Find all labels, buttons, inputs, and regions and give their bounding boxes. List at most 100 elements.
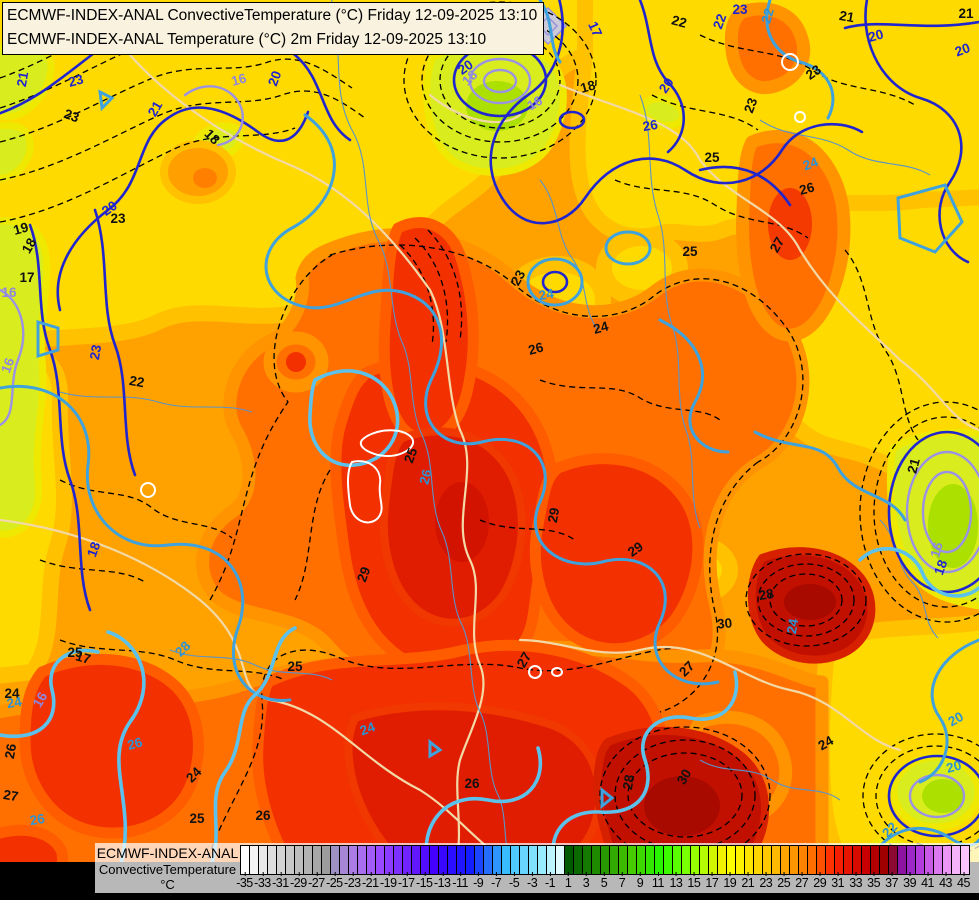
contour-label: 24 [592,318,611,337]
legend-ticks: -35 -33 -31 -29 -27 -25 -23 -21 -19 -17 -15 -13 -11-… [236,872,970,893]
legend-color-cell [871,846,880,874]
legend-colorbar [240,845,970,875]
legend-color-cell [466,846,475,874]
legend-color-cell [421,846,430,874]
contour-labels: 2123231816202021231918171616222318192018… [0,2,974,840]
legend-color-cell [934,846,943,874]
legend-tick-label: -35 [236,872,253,890]
legend-color-cell [547,846,556,874]
contour-label: 20 [953,40,972,59]
legend-color-cell [286,846,295,874]
legend-color-cell [313,846,322,874]
legend-units: °C [160,877,175,892]
legend-color-cell [907,846,916,874]
legend-color-cell [394,846,403,874]
legend-tick-label: 37 [885,872,899,890]
legend-tick-label: -7 [491,872,502,890]
legend-color-cell [403,846,412,874]
legend-color-cell [727,846,736,874]
legend-color-cell [943,846,952,874]
legend-color-cell [331,846,340,874]
legend-color-cell [511,846,520,874]
legend-color-cell [700,846,709,874]
legend-tick-label: -3 [527,872,538,890]
legend-color-cell [682,846,691,874]
legend-color-cell [295,846,304,874]
legend-tick-label: -33 [254,872,271,890]
legend-color-cell [340,846,349,874]
legend-text-column: ECMWF-INDEX-ANAL ConvectiveTemperature °… [95,843,240,893]
legend-color-cell [376,846,385,874]
legend-color-cell [601,846,610,874]
legend-color-cell [916,846,925,874]
contour-label: 26 [29,811,47,828]
contour-label: 30 [674,766,695,787]
contour-label: 16 [230,70,249,89]
temp-contours-sky-blue [0,0,979,870]
contour-label: 16 [1,285,17,300]
legend-tick-label: 1 [564,872,572,890]
legend-tick-label: 35 [867,872,881,890]
legend-color-cell [484,846,493,874]
legend-color-cell [556,846,565,874]
legend-tick-label: 33 [849,872,863,890]
legend-color-cell [826,846,835,874]
legend-color-cell [457,846,466,874]
contour-label: 16 [0,355,18,375]
contour-label: 25 [67,645,83,660]
contour-label: 25 [704,150,720,165]
contour-label: 24 [784,617,801,635]
legend-color-cell [538,846,547,874]
legend-color-cell [412,846,421,874]
legend-tick-label: 15 [687,872,701,890]
legend-color-cell [502,846,511,874]
contour-label: 21 [838,8,856,25]
legend-color-cell [790,846,799,874]
legend-tick-label: 29 [813,872,827,890]
legend-color-cell [808,846,817,874]
legend-color-cell [853,846,862,874]
legend-color-cell [349,846,358,874]
legend-color-cell [772,846,781,874]
contour-label: 24 [801,154,821,173]
legend-tick-label: -21 [362,872,379,890]
legend-color-cell [673,846,682,874]
contour-label: 20 [455,57,476,78]
contour-label: 27 [514,649,535,670]
legend-tick-label: -13 [433,872,451,890]
contour-label: 21 [14,70,31,88]
legend-color-cell [691,846,700,874]
legend-tick-label: 19 [723,872,737,890]
contour-label: 20 [945,757,963,775]
title-box: ECMWF-INDEX-ANAL ConvectiveTemperature (… [2,2,545,55]
contour-label: 18 [19,235,40,256]
legend: ECMWF-INDEX-ANAL ConvectiveTemperature °… [95,843,979,893]
contour-label: 23 [110,211,126,226]
legend-tick-label: -25 [326,872,343,890]
legend-tick-label: 45 [957,872,970,890]
contour-label: 24 [815,733,836,754]
legend-tick-label: 39 [903,872,917,890]
contour-label: 23 [732,2,748,17]
legend-color-cell [592,846,601,874]
legend-color-cell [520,846,529,874]
legend-color-cell [718,846,727,874]
legend-tick-label: -31 [272,872,289,890]
rivers [59,0,939,869]
contour-label: 18 [931,557,950,577]
legend-color-cell [358,846,367,874]
contour-label: 27 [2,787,19,804]
contour-label: 26 [416,467,435,486]
legend-color-cell [448,846,457,874]
legend-tick-label: -9 [473,872,484,890]
legend-color-cell [628,846,637,874]
legend-color-cell [799,846,808,874]
legend-color-cell [844,846,853,874]
contour-label: 25 [401,445,420,465]
legend-color-cell [619,846,628,874]
legend-color-cell [925,846,934,874]
legend-color-cell [880,846,889,874]
contour-label: 30 [716,615,732,631]
contour-label: 23 [67,71,86,90]
legend-color-cell [493,846,502,874]
